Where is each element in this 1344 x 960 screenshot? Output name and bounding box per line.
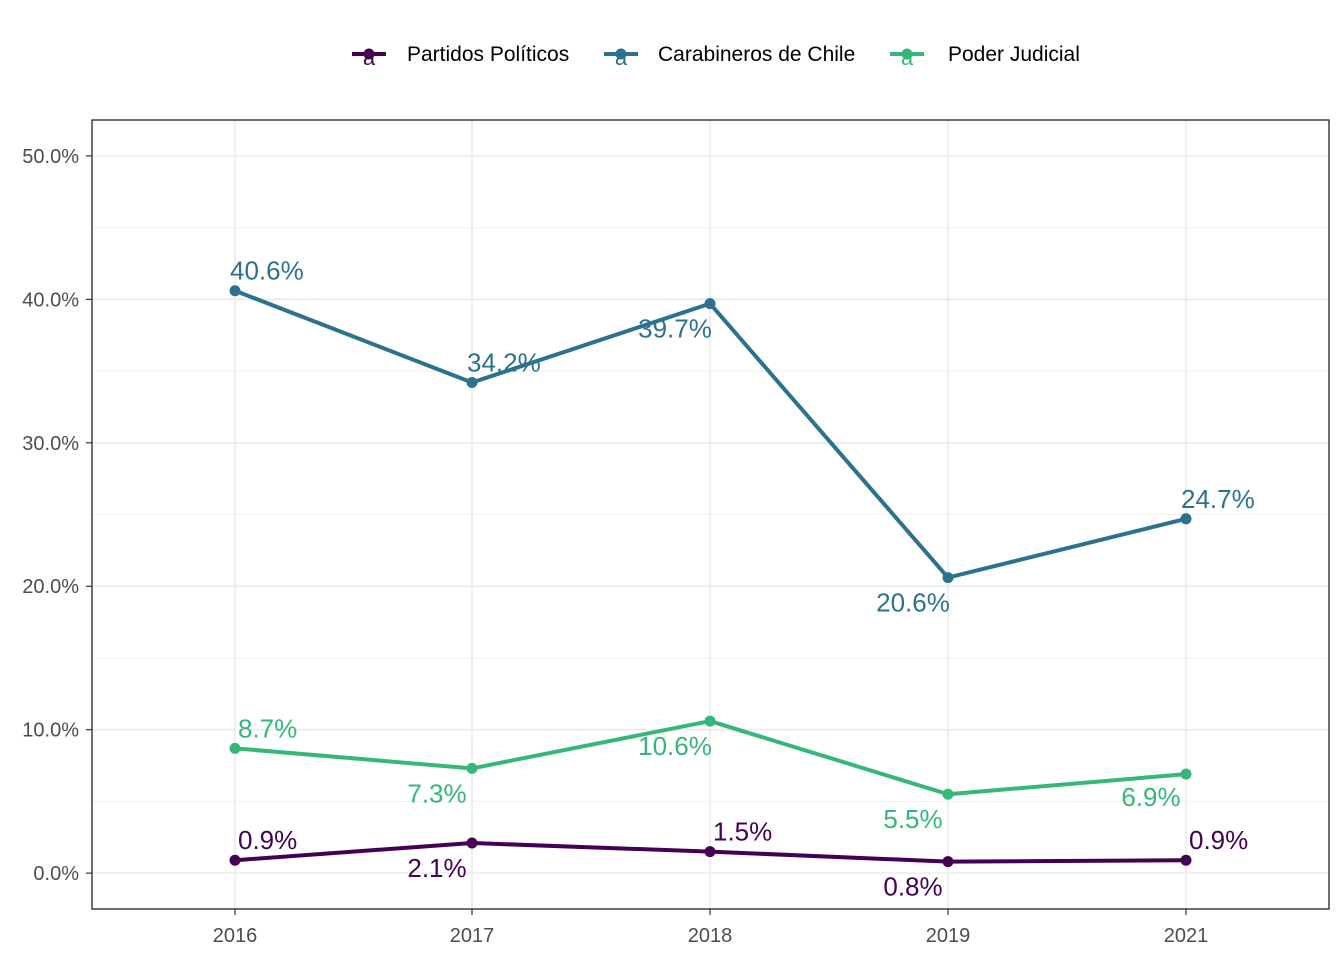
data-point bbox=[704, 715, 716, 727]
y-axis-tick-labels: 0.0% 10.0% 20.0% 30.0% 40.0% 50.0% bbox=[22, 146, 79, 885]
data-point bbox=[229, 285, 241, 297]
data-point bbox=[704, 298, 716, 310]
series-points bbox=[229, 285, 1192, 868]
data-label: 0.9% bbox=[238, 825, 297, 855]
legend-label: Partidos Políticos bbox=[407, 43, 569, 66]
data-label: 7.3% bbox=[407, 778, 466, 808]
data-label: 34.2% bbox=[467, 348, 541, 378]
data-point bbox=[466, 837, 478, 849]
x-tick-label: 2021 bbox=[1164, 925, 1209, 947]
x-tick-label: 2016 bbox=[213, 925, 258, 947]
legend-key-glyph: a bbox=[901, 45, 914, 70]
legend-key-point bbox=[901, 48, 913, 60]
y-tick-label: 0.0% bbox=[33, 863, 79, 885]
legend-key-glyph: a bbox=[615, 45, 628, 70]
axis-ticks bbox=[86, 155, 1187, 915]
y-tick-label: 10.0% bbox=[22, 720, 79, 742]
data-label: 2.1% bbox=[407, 853, 466, 883]
data-label: 8.7% bbox=[238, 713, 297, 743]
y-tick-label: 40.0% bbox=[22, 289, 79, 311]
data-labels: 0.9% 2.1% 1.5% 0.8% 0.9% 40.6% 34.2% 39.7% 20.6%… bbox=[230, 256, 1255, 902]
legend-label: Carabineros de Chile bbox=[658, 43, 855, 66]
legend-item: a Partidos Políticos bbox=[352, 43, 569, 70]
y-tick-label: 50.0% bbox=[22, 146, 79, 168]
data-point bbox=[942, 788, 954, 800]
x-tick-label: 2017 bbox=[450, 925, 495, 947]
legend: a Partidos Políticos a Carabineros de Chile… bbox=[352, 43, 1080, 70]
data-point bbox=[1180, 768, 1192, 780]
data-label: 5.5% bbox=[883, 804, 942, 834]
legend-key-point bbox=[363, 48, 375, 60]
data-label: 1.5% bbox=[713, 817, 772, 847]
data-label: 0.9% bbox=[1189, 825, 1248, 855]
legend-label: Poder Judicial bbox=[948, 43, 1080, 66]
x-tick-label: 2018 bbox=[688, 925, 733, 947]
y-tick-label: 20.0% bbox=[22, 576, 79, 598]
data-point bbox=[704, 846, 716, 858]
legend-key-glyph: a bbox=[363, 45, 376, 70]
data-label: 6.9% bbox=[1121, 782, 1180, 812]
data-point bbox=[466, 377, 478, 389]
data-label: 24.7% bbox=[1181, 484, 1255, 514]
data-label: 0.8% bbox=[883, 872, 942, 902]
data-label: 20.6% bbox=[876, 588, 950, 618]
data-point bbox=[229, 854, 241, 866]
data-point bbox=[466, 762, 478, 774]
x-tick-label: 2019 bbox=[926, 925, 971, 947]
data-point bbox=[942, 572, 954, 584]
legend-key-point bbox=[615, 48, 627, 60]
data-point bbox=[942, 856, 954, 868]
data-label: 10.6% bbox=[638, 731, 712, 761]
legend-item: a Carabineros de Chile bbox=[604, 43, 855, 70]
y-tick-label: 30.0% bbox=[22, 433, 79, 455]
data-label: 40.6% bbox=[230, 256, 304, 286]
x-axis-tick-labels: 2016 2017 2018 2019 2021 bbox=[213, 925, 1209, 947]
legend-item: a Poder Judicial bbox=[890, 43, 1080, 70]
data-label: 39.7% bbox=[638, 314, 712, 344]
data-point bbox=[1180, 854, 1192, 866]
data-point bbox=[229, 742, 241, 754]
data-point bbox=[1180, 513, 1192, 525]
